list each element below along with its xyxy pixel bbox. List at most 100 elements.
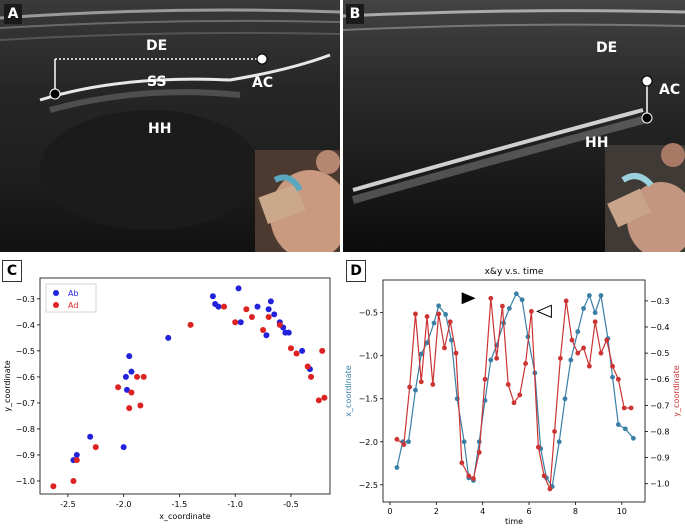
y-tick-label-right: −0.8 — [650, 427, 669, 436]
y-tick-label-right: −0.7 — [650, 401, 669, 410]
data-point-right — [511, 400, 517, 406]
data-point-ad — [126, 405, 133, 412]
data-point-left — [413, 387, 418, 393]
data-point-right — [586, 363, 592, 369]
data-point-right — [541, 473, 547, 479]
x-tick-label: 0 — [387, 507, 392, 516]
data-point-left — [581, 305, 586, 311]
label-b-de: DE — [596, 40, 618, 56]
data-point-right — [459, 460, 465, 466]
data-point-ab — [126, 353, 133, 360]
data-point-ad — [265, 314, 272, 321]
label-b-hh: HH — [585, 135, 609, 151]
data-point-right — [523, 361, 528, 366]
data-point-right — [563, 298, 569, 304]
data-point-left — [436, 303, 442, 309]
ultrasound-b-graphic — [343, 0, 685, 252]
data-point-left — [506, 305, 512, 311]
data-point-left — [418, 351, 424, 357]
data-point-left — [568, 357, 574, 363]
x-tick-label: 8 — [573, 507, 578, 516]
data-point-left — [562, 396, 568, 402]
data-point-right — [581, 345, 586, 351]
data-point-right — [604, 337, 610, 343]
x-tick-label: 10 — [617, 507, 627, 516]
y-tick-label-left: −0.5 — [359, 309, 378, 318]
y-tick-label: −1.0 — [16, 477, 35, 486]
data-point-left — [394, 465, 400, 470]
x-tick-label: -0.5 — [283, 500, 299, 509]
data-point-left — [424, 340, 430, 346]
data-point-ab — [271, 311, 278, 318]
data-point-left — [513, 291, 519, 297]
data-point-right — [430, 382, 436, 387]
data-point-ad — [308, 373, 315, 380]
data-point-ad — [221, 303, 228, 310]
scatter-chart: -2.5 -2.0 -1.5 -1.0 -0.5 −0.3 −0.4 −0.5 −0.6 −0.7… — [3, 277, 331, 521]
data-point-ad — [92, 444, 99, 451]
legend-label: Ad — [68, 301, 78, 310]
data-point-left — [448, 337, 454, 343]
data-point-ab — [73, 451, 80, 458]
x-axis-label: time — [505, 517, 523, 526]
data-point-right — [615, 376, 621, 382]
data-point-right — [557, 355, 563, 361]
legend-marker — [53, 302, 59, 308]
data-point-left — [622, 426, 628, 432]
y-axis-label: y_coordinate — [3, 360, 12, 411]
data-point-right — [447, 319, 453, 325]
data-point-right — [552, 429, 557, 434]
data-point-ab — [299, 347, 306, 354]
data-point-ad — [243, 306, 250, 313]
data-point-ad — [304, 363, 311, 370]
y-tick-label-left: −1.0 — [359, 352, 378, 361]
x-tick-label: 4 — [480, 507, 485, 516]
data-point-right — [401, 442, 407, 447]
y-tick-label: −0.9 — [16, 451, 35, 460]
data-point-ab — [128, 368, 135, 375]
chart-title: x&y v.s. time — [485, 267, 544, 277]
data-point-ad — [232, 319, 239, 326]
data-point-right — [482, 376, 488, 382]
data-point-left — [406, 439, 411, 445]
data-point-ab — [165, 334, 172, 341]
data-point-right — [413, 311, 418, 317]
data-point-right — [535, 444, 541, 450]
y-tick-label-left: −1.5 — [359, 395, 378, 404]
data-point-right — [547, 486, 553, 492]
data-point-left — [431, 320, 437, 326]
data-point-right — [575, 350, 581, 356]
legend-marker — [53, 290, 59, 296]
data-point-left — [443, 312, 449, 317]
y-axis-label-left: x_coordinate — [344, 365, 353, 416]
data-point-right — [424, 314, 430, 319]
y-tick-label: −0.5 — [16, 347, 35, 356]
x-axis-label: x_coordinate — [159, 512, 210, 521]
ultrasound-image-a — [0, 0, 340, 252]
data-point-right — [466, 473, 472, 479]
data-point-ab — [254, 303, 261, 310]
data-point-right — [488, 295, 494, 301]
data-point-ad — [293, 350, 300, 357]
data-point-ad — [187, 321, 194, 328]
data-point-ad — [260, 327, 267, 334]
time-series-chart: x&y v.s. time 0 2 4 6 8 10 −0.5 −1.0 −1.5 −2.0 −2.5… — [344, 267, 681, 526]
data-point-right — [436, 311, 442, 317]
panel-letter-d: D — [346, 260, 366, 282]
data-point-right — [621, 405, 627, 411]
data-point-ad — [134, 373, 141, 380]
data-point-left — [631, 435, 636, 441]
data-point-ad — [128, 389, 135, 396]
data-point-ab — [237, 319, 244, 326]
panel-letter-c: C — [2, 260, 22, 282]
data-point-right — [494, 355, 500, 361]
data-point-right — [442, 345, 447, 351]
x-tick-label: -2.0 — [116, 500, 132, 509]
data-point-ad — [137, 402, 144, 409]
y-tick-label-right: −0.3 — [650, 297, 669, 306]
data-point-ab — [122, 373, 129, 380]
data-point-left — [461, 439, 467, 445]
data-point-ad — [319, 347, 326, 354]
data-point-left — [488, 357, 494, 363]
data-point-left — [615, 422, 621, 427]
